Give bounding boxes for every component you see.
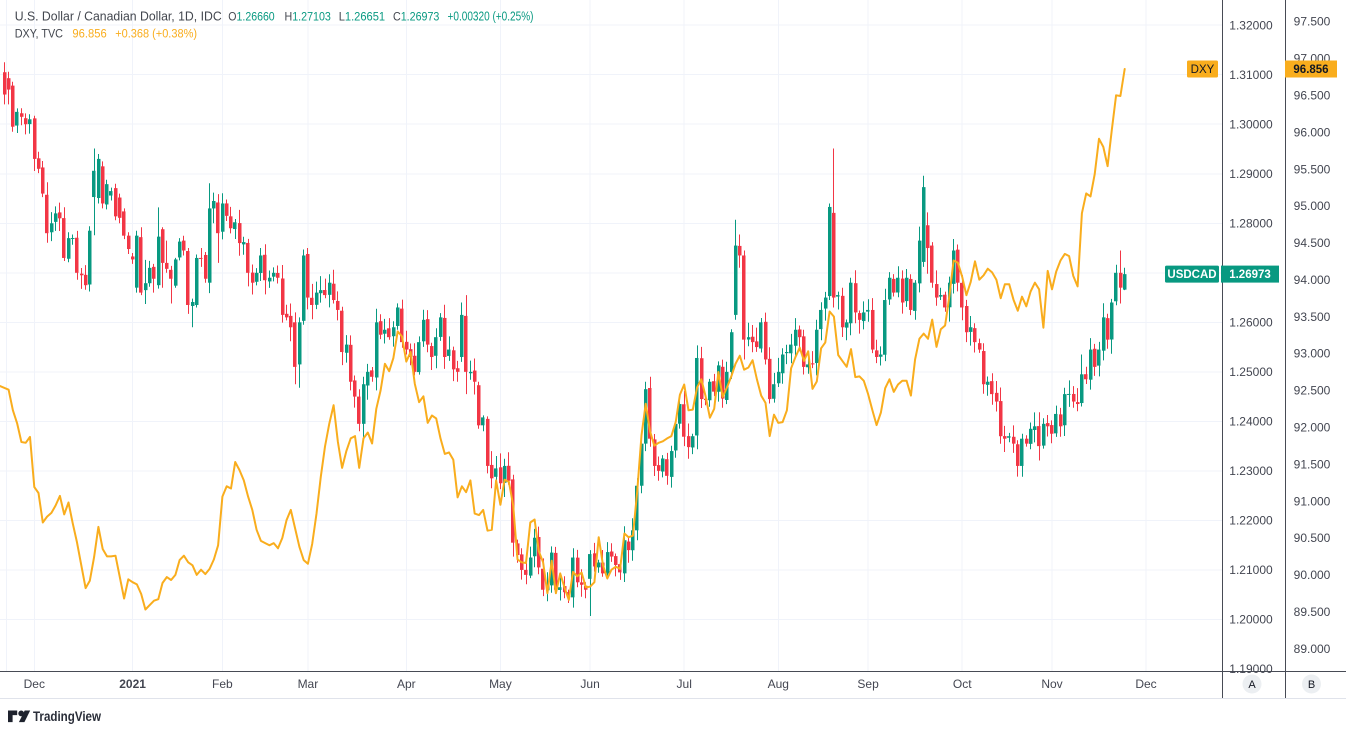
svg-text:U.S. Dollar / Canadian Dollar,: U.S. Dollar / Canadian Dollar, 1D, IDC — [15, 9, 222, 24]
svg-text:H1.27103: H1.27103 — [285, 10, 332, 24]
svg-text:O1.26660: O1.26660 — [228, 10, 275, 24]
svg-text:92.000: 92.000 — [1294, 421, 1331, 435]
svg-text:May: May — [489, 677, 512, 691]
svg-text:96.000: 96.000 — [1294, 125, 1331, 139]
svg-text:91.500: 91.500 — [1294, 457, 1331, 471]
svg-text:DXY: DXY — [1191, 64, 1215, 76]
svg-text:1.22000: 1.22000 — [1229, 514, 1273, 528]
svg-text:90.500: 90.500 — [1294, 531, 1331, 545]
svg-text:93.500: 93.500 — [1294, 310, 1331, 324]
svg-text:Feb: Feb — [212, 677, 233, 691]
svg-text:Mar: Mar — [298, 677, 319, 691]
svg-text:L1.26651: L1.26651 — [339, 10, 386, 24]
svg-text:Aug: Aug — [768, 677, 789, 691]
svg-text:1.21000: 1.21000 — [1229, 563, 1273, 577]
svg-text:Jul: Jul — [677, 677, 692, 691]
svg-text:96.500: 96.500 — [1294, 89, 1331, 103]
svg-text:95.500: 95.500 — [1294, 162, 1331, 176]
svg-text:TradingView: TradingView — [33, 708, 101, 724]
svg-text:89.500: 89.500 — [1294, 605, 1331, 619]
svg-text:+0.368 (+0.38%): +0.368 (+0.38%) — [115, 27, 197, 41]
svg-text:1.26000: 1.26000 — [1229, 316, 1273, 330]
svg-text:94.000: 94.000 — [1294, 273, 1331, 287]
svg-text:Dec: Dec — [1135, 677, 1156, 691]
svg-text:Dec: Dec — [24, 677, 45, 691]
svg-text:Jun: Jun — [580, 677, 599, 691]
svg-text:+0.00320 (+0.25%): +0.00320 (+0.25%) — [448, 9, 534, 24]
svg-text:1.29000: 1.29000 — [1229, 167, 1273, 181]
svg-text:1.20000: 1.20000 — [1229, 613, 1273, 627]
svg-text:96.856: 96.856 — [72, 27, 106, 41]
svg-text:1.23000: 1.23000 — [1229, 464, 1273, 478]
svg-text:93.000: 93.000 — [1294, 347, 1331, 361]
svg-text:95.000: 95.000 — [1294, 199, 1331, 213]
svg-text:Apr: Apr — [397, 677, 416, 691]
svg-text:1.32000: 1.32000 — [1229, 18, 1273, 32]
svg-text:91.000: 91.000 — [1294, 494, 1331, 508]
svg-text:2021: 2021 — [119, 677, 146, 691]
svg-text:92.500: 92.500 — [1294, 384, 1331, 398]
svg-text:Nov: Nov — [1041, 677, 1062, 691]
svg-text:1.24000: 1.24000 — [1229, 415, 1273, 429]
svg-text:C1.26973: C1.26973 — [393, 10, 440, 24]
svg-text:DXY, TVC: DXY, TVC — [15, 27, 63, 41]
svg-text:89.000: 89.000 — [1294, 642, 1331, 656]
svg-text:1.19000: 1.19000 — [1229, 662, 1273, 676]
svg-text:1.25000: 1.25000 — [1229, 365, 1273, 379]
svg-text:96.856: 96.856 — [1293, 64, 1328, 76]
svg-text:94.500: 94.500 — [1294, 236, 1331, 250]
svg-text:Oct: Oct — [953, 677, 972, 691]
svg-text:97.500: 97.500 — [1294, 15, 1331, 29]
svg-text:1.30000: 1.30000 — [1229, 117, 1273, 131]
svg-text:1.26973: 1.26973 — [1229, 269, 1271, 281]
svg-text:90.000: 90.000 — [1294, 568, 1331, 582]
svg-text:USDCAD: USDCAD — [1167, 269, 1216, 281]
svg-text:B: B — [1308, 679, 1315, 691]
svg-text:Sep: Sep — [857, 677, 879, 691]
svg-text:A: A — [1248, 679, 1256, 691]
svg-text:1.31000: 1.31000 — [1229, 68, 1273, 82]
svg-text:1.28000: 1.28000 — [1229, 217, 1273, 231]
